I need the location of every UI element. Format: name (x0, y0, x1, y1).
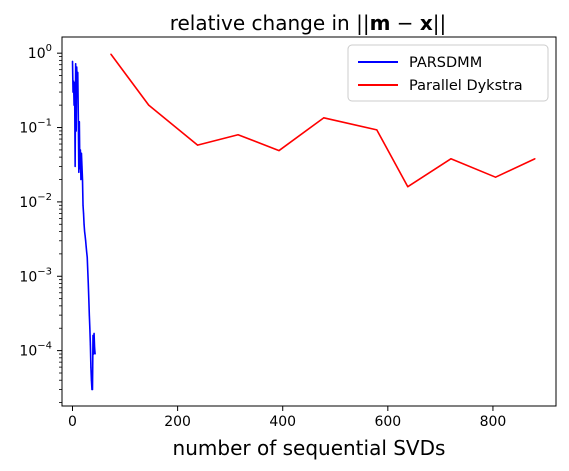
data-point-parsdmm (81, 165, 83, 168)
series-line-parsdmm (71, 61, 96, 391)
y-tick-label: 100 (28, 43, 52, 62)
title-var-x: x (420, 11, 433, 35)
x-tick-label: 0 (68, 414, 77, 430)
data-point-parallel-dykstra (376, 129, 378, 131)
data-point-parallel-dykstra (323, 117, 325, 119)
chart-title: relative change in ||m − x|| (170, 11, 447, 35)
legend-label-parsdmm: PARSDMM (409, 55, 482, 71)
data-point-parsdmm (87, 282, 89, 285)
y-tick-exponent: −1 (37, 118, 52, 129)
y-tick-base: 10 (19, 121, 37, 137)
legend: PARSDMM Parallel Dykstra (347, 44, 549, 102)
data-point-parsdmm (78, 171, 80, 173)
data-point-parsdmm (81, 178, 84, 181)
data-point-parsdmm (88, 314, 90, 316)
data-point-parsdmm (93, 332, 95, 335)
data-point-parsdmm (85, 240, 87, 242)
data-point-parallel-dykstra (407, 186, 409, 188)
data-point-parallel-dykstra (110, 53, 112, 55)
data-point-parsdmm (89, 327, 91, 329)
data-point-parsdmm (90, 366, 92, 368)
data-point-parsdmm (92, 334, 94, 337)
data-point-parsdmm (83, 223, 85, 225)
data-point-parsdmm (90, 379, 93, 381)
data-point-parsdmm (74, 82, 76, 84)
y-tick-exponent: −2 (37, 192, 52, 203)
y-tick-base: 10 (19, 269, 37, 285)
data-point-parsdmm (92, 353, 95, 355)
data-point-parsdmm (82, 212, 85, 215)
data-point-parsdmm (93, 346, 96, 349)
data-point-parsdmm (75, 63, 77, 65)
data-point-parsdmm (86, 256, 88, 258)
data-point-parsdmm (89, 344, 91, 346)
series-layer (71, 53, 536, 391)
title-minus: − (390, 11, 419, 35)
data-point-parsdmm (76, 66, 78, 68)
data-point-parsdmm (72, 80, 75, 82)
data-point-parsdmm (71, 60, 74, 62)
data-point-parsdmm (77, 71, 79, 74)
data-point-parsdmm (77, 113, 79, 116)
data-point-parsdmm (80, 178, 82, 181)
x-tick-label: 200 (164, 414, 191, 430)
y-tick-exponent: −3 (37, 266, 52, 277)
data-point-parsdmm (91, 388, 94, 391)
x-tick-label: 600 (374, 414, 401, 430)
data-point-parsdmm (73, 104, 75, 106)
data-point-parsdmm (83, 230, 86, 233)
y-tick-exponent: −4 (37, 341, 52, 352)
x-axis-label: number of sequential SVDs (173, 436, 446, 460)
legend-label-parallel-dykstra: Parallel Dykstra (409, 78, 523, 94)
y-tick-base: 10 (28, 46, 46, 62)
data-point-parsdmm (74, 165, 76, 168)
y-tick-label: 10−1 (19, 118, 52, 137)
data-point-parsdmm (79, 168, 81, 170)
data-point-parsdmm (88, 298, 90, 300)
y-tick-label: 10−2 (19, 192, 52, 211)
y-tick-label: 10−4 (19, 341, 52, 360)
data-point-parsdmm (85, 246, 87, 248)
data-point-parallel-dykstra (148, 104, 150, 106)
data-point-parsdmm (75, 130, 77, 132)
data-point-parsdmm (72, 91, 74, 93)
data-point-parallel-dykstra (278, 149, 280, 152)
y-tick-base: 10 (19, 195, 37, 211)
data-point-parsdmm (82, 204, 84, 206)
data-point-parsdmm (86, 251, 88, 253)
title-prefix: relative change in (170, 11, 356, 35)
data-point-parsdmm (87, 269, 89, 271)
data-point-parallel-dykstra (196, 144, 199, 146)
y-tick-exponent: 0 (46, 43, 52, 54)
data-point-parsdmm (84, 235, 86, 237)
legend-box (347, 44, 549, 102)
data-point-parallel-dykstra (534, 158, 536, 160)
plot-frame (61, 36, 557, 407)
data-point-parsdmm (79, 149, 81, 151)
title-var-m: m (370, 11, 391, 35)
data-point-parallel-dykstra (450, 158, 452, 160)
data-point-parsdmm (76, 86, 78, 88)
x-tick-label: 800 (480, 414, 507, 430)
data-point-parallel-dykstra (494, 176, 497, 178)
data-point-parsdmm (80, 152, 83, 154)
y-tick-base: 10 (19, 344, 37, 360)
x-tick-label: 400 (269, 414, 296, 430)
title-bars-right: || (433, 11, 446, 35)
data-point-parsdmm (94, 353, 96, 355)
y-tick-label: 10−3 (19, 266, 52, 285)
data-point-parsdmm (78, 121, 80, 123)
data-point-parallel-dykstra (237, 134, 239, 136)
title-bars-left: || (356, 11, 369, 35)
